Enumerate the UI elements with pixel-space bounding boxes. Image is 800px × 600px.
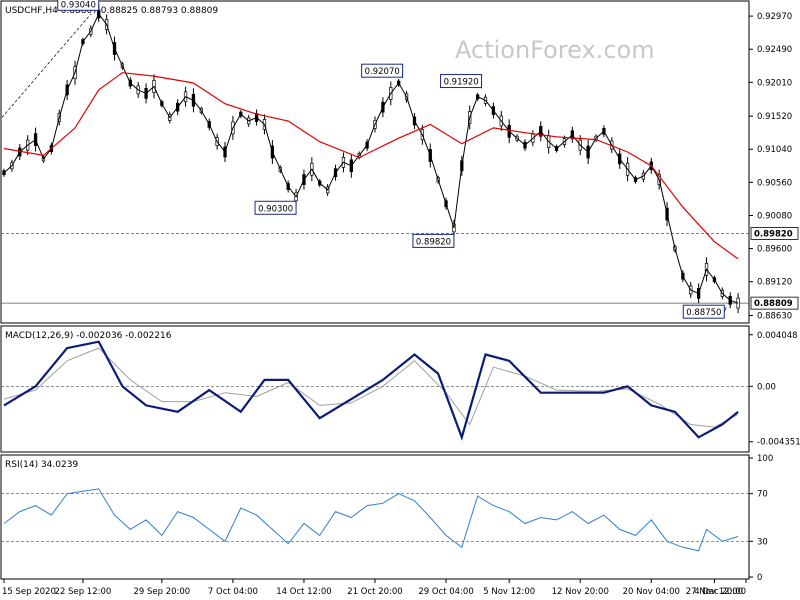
reference-price-label: 0.88809 xyxy=(754,299,793,309)
price-panel-frame xyxy=(0,0,750,324)
macd-indicator: 0.004048 0.00 -0.004351 xyxy=(1,331,800,448)
rsi-axis-tick-label: 100 xyxy=(757,454,773,464)
macd-signal-line xyxy=(3,347,739,428)
price-axis-tick-label: 0.92970 xyxy=(757,12,792,22)
price-axis-tick-label: 0.88630 xyxy=(757,311,792,321)
moving-average-line xyxy=(3,72,739,260)
price-series xyxy=(2,6,740,314)
price-line-path xyxy=(3,13,739,304)
price-panel-title: USDCHF,H4 0.88807 0.88825 0.88793 0.8880… xyxy=(5,6,218,16)
price-axis-tick-label: 0.89600 xyxy=(757,245,792,255)
rsi-line xyxy=(3,488,739,552)
price-annotation-label: 0.91920 xyxy=(444,78,479,88)
moving-average-series xyxy=(3,72,739,260)
macd-main-line xyxy=(3,340,739,441)
price-axis-tick-label: 0.92010 xyxy=(757,78,792,88)
price-reference-lines: 0.89820 0.88809 xyxy=(1,13,799,310)
price-annotation-label: 0.88750 xyxy=(686,308,721,318)
macd-axis-tick-label: 0.004048 xyxy=(757,331,798,341)
price-annotation-leader xyxy=(723,307,727,312)
reference-price-box xyxy=(750,296,799,310)
time-axis-tick-label: 5 Nov 12:00 xyxy=(483,587,535,597)
price-axis-tick-label: 0.90560 xyxy=(757,178,792,188)
price-axis-tick-label: 0.91520 xyxy=(757,112,792,122)
price-axis-tick-label: 0.92490 xyxy=(757,45,792,55)
rsi-indicator: 100 70 30 0 xyxy=(1,454,773,583)
time-axis-tick-label: 29 Oct 04:00 xyxy=(418,587,473,597)
time-axis-tick-label: 22 Sep 12:00 xyxy=(55,587,112,597)
price-axis-ticks: 0.92970 0.92490 0.92010 0.91520 0.91040 0.905… xyxy=(749,12,792,321)
time-axis-tick-label: 7 Oct 04:00 xyxy=(208,587,258,597)
time-axis-tick-label: 14 Oct 12:00 xyxy=(276,587,331,597)
macd-axis-tick-label: -0.004351 xyxy=(757,438,800,448)
reference-price-label: 0.89820 xyxy=(754,229,793,239)
macd-axis-tick-label: 0.00 xyxy=(757,382,776,392)
rsi-panel-title: RSI(14) 34.0239 xyxy=(5,460,78,470)
time-axis-tick-label: 4 Dec 20:00 xyxy=(694,587,746,597)
price-annotation-label: 0.92070 xyxy=(365,67,400,77)
time-axis-tick-label: 29 Sep 20:00 xyxy=(133,587,190,597)
time-axis-tick-label: 20 Nov 04:00 xyxy=(623,587,680,597)
trend-dashed-line xyxy=(1,13,92,118)
time-axis-tick-label: 15 Sep 2020 xyxy=(2,587,56,597)
price-annotation-label: 0.93040 xyxy=(61,0,96,10)
reference-price-box xyxy=(750,226,799,240)
macd-panel-title: MACD(12,26,9) -0.002036 -0.002216 xyxy=(5,331,172,341)
price-annotation-label: 0.90300 xyxy=(258,204,293,214)
time-axis-tick-label: 27 Nov 12:00 xyxy=(686,587,743,597)
rsi-axis-tick-label: 30 xyxy=(757,537,768,547)
price-annotations: 0.93040 0.92070 0.91920 0.90300 0.89820 0.887… xyxy=(57,0,727,319)
macd-panel-frame xyxy=(0,325,750,453)
price-axis-tick-label: 0.90080 xyxy=(757,211,792,221)
time-axis-tick-label: 21 Oct 20:00 xyxy=(347,587,402,597)
price-axis-tick-label: 0.89120 xyxy=(757,278,792,288)
rsi-axis-tick-label: 70 xyxy=(757,490,768,500)
watermark: ActionForex.com xyxy=(455,36,655,64)
price-axis-tick-label: 0.91040 xyxy=(757,145,792,155)
time-axis-tick-label: 12 Nov 20:00 xyxy=(552,587,609,597)
rsi-axis-tick-label: 0 xyxy=(757,573,762,583)
price-annotation-label: 0.89820 xyxy=(416,237,451,247)
